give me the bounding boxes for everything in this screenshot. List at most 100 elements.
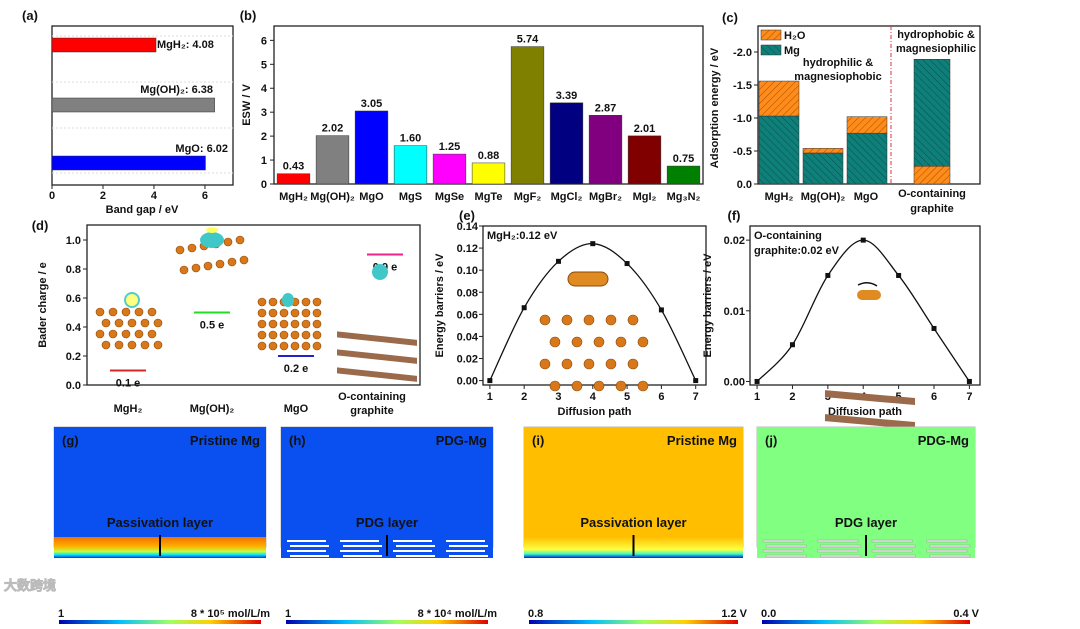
x-tick-label: 7 bbox=[966, 391, 972, 403]
colorbar-max-label: 0.4 V bbox=[953, 608, 979, 620]
y-axis-label: Energy barriers / eV bbox=[702, 253, 714, 358]
graphite-sheet bbox=[396, 545, 435, 547]
atom bbox=[301, 308, 311, 318]
charge-density-blob bbox=[206, 227, 218, 233]
panel-label: (c) bbox=[722, 10, 738, 25]
bar-3 bbox=[393, 145, 428, 185]
x-tick-label: MgH₂ bbox=[114, 403, 143, 415]
panel-label: (j) bbox=[765, 433, 777, 448]
legend-label: Mg bbox=[784, 45, 800, 57]
value-label: 2.02 bbox=[322, 123, 343, 135]
x-tick-label: graphite bbox=[350, 405, 393, 417]
x-tick-label: 0 bbox=[49, 190, 55, 202]
panel-e-axes bbox=[482, 225, 707, 386]
panel-label: (b) bbox=[240, 8, 257, 23]
atom bbox=[121, 329, 131, 339]
atom bbox=[235, 235, 245, 245]
atom bbox=[539, 358, 551, 370]
graphite-sheet bbox=[765, 554, 807, 558]
x-tick-label: 7 bbox=[693, 391, 699, 403]
atom bbox=[583, 314, 595, 326]
atom bbox=[279, 319, 289, 329]
atom bbox=[637, 380, 649, 392]
value-label: 0.88 bbox=[478, 150, 499, 162]
colorbar-min-label: 1 bbox=[285, 608, 291, 620]
y-tick-label: 0.12 bbox=[457, 243, 478, 255]
mg-atom-cluster bbox=[857, 290, 881, 300]
graphite-sheet bbox=[817, 549, 859, 553]
data-point bbox=[487, 378, 493, 384]
bar-h2o-1 bbox=[802, 148, 844, 154]
x-tick-label: MgS bbox=[399, 191, 422, 203]
atom bbox=[134, 329, 144, 339]
annotation: MgH₂:0.12 eV bbox=[487, 230, 558, 242]
x-tick-label: MgO bbox=[359, 191, 384, 203]
graphite-sheet bbox=[396, 555, 435, 557]
atom bbox=[312, 308, 322, 318]
atom bbox=[549, 380, 561, 392]
graphite-sheet bbox=[871, 549, 913, 553]
x-tick-label: 4 bbox=[151, 190, 158, 202]
y-tick-label: 0.08 bbox=[457, 287, 478, 299]
value-label: 3.05 bbox=[361, 98, 382, 110]
bar-8 bbox=[588, 115, 623, 185]
atom bbox=[571, 380, 583, 392]
colorbar-min-label: 1 bbox=[58, 608, 64, 620]
atom bbox=[279, 341, 289, 351]
atom bbox=[301, 319, 311, 329]
x-tick-label: MgO bbox=[854, 191, 879, 203]
colorbar-max-label: 8 * 10⁵ mol/L/m bbox=[191, 608, 270, 620]
x-tick-label: 2 bbox=[789, 391, 795, 403]
x-tick-label: graphite bbox=[910, 203, 953, 215]
y-tick-label: 0.01 bbox=[724, 306, 745, 318]
atom bbox=[203, 261, 213, 271]
atom bbox=[583, 358, 595, 370]
atom bbox=[257, 341, 267, 351]
atom bbox=[637, 336, 649, 348]
atom bbox=[268, 297, 278, 307]
sim-electrolyte bbox=[54, 427, 266, 537]
charge-density-blob bbox=[282, 293, 294, 307]
y-tick-label: 0.6 bbox=[66, 293, 81, 305]
charge-density-blob bbox=[200, 232, 224, 248]
charge-density-blob bbox=[124, 292, 140, 308]
bar-5 bbox=[471, 162, 506, 185]
panel-label: (g) bbox=[62, 433, 79, 448]
x-tick-label: MgF₂ bbox=[514, 191, 542, 203]
graphite-layer bbox=[825, 414, 915, 430]
x-axis-label: Diffusion path bbox=[828, 406, 902, 418]
bar-mg-1 bbox=[802, 152, 844, 185]
sim-electrolyte bbox=[281, 427, 493, 537]
y-axis-label: ESW / V bbox=[241, 84, 253, 126]
colorbar bbox=[59, 620, 261, 624]
atom bbox=[593, 336, 605, 348]
atom bbox=[561, 358, 573, 370]
graphite-sheet bbox=[287, 550, 326, 552]
atom bbox=[539, 314, 551, 326]
y-tick-label: 1.0 bbox=[66, 235, 81, 247]
panel-d-axes bbox=[86, 224, 421, 386]
y-tick-label: 0.06 bbox=[457, 309, 478, 321]
bar-h2o-3 bbox=[913, 165, 951, 185]
atom bbox=[140, 318, 150, 328]
x-tick-label: MgBr₂ bbox=[589, 191, 622, 203]
y-tick-label: 0.10 bbox=[457, 265, 478, 277]
graphite-sheet bbox=[393, 550, 432, 552]
x-tick-label: Mg(OH)₂ bbox=[801, 191, 846, 203]
graphite-sheet bbox=[926, 549, 968, 553]
panel-label: (i) bbox=[532, 433, 544, 448]
atom bbox=[227, 257, 237, 267]
graphite-sheet bbox=[929, 554, 971, 558]
atom bbox=[114, 340, 124, 350]
y-tick-label: 0.02 bbox=[457, 354, 478, 366]
atom bbox=[127, 340, 137, 350]
data-point bbox=[860, 237, 866, 243]
graphite-sheet bbox=[393, 540, 432, 542]
sim-title: PDG-Mg bbox=[918, 433, 969, 448]
atom bbox=[268, 319, 278, 329]
sim-title: PDG-Mg bbox=[436, 433, 487, 448]
colorbar bbox=[762, 620, 970, 624]
atom bbox=[257, 330, 267, 340]
annotation: magnesiophilic bbox=[896, 43, 976, 55]
